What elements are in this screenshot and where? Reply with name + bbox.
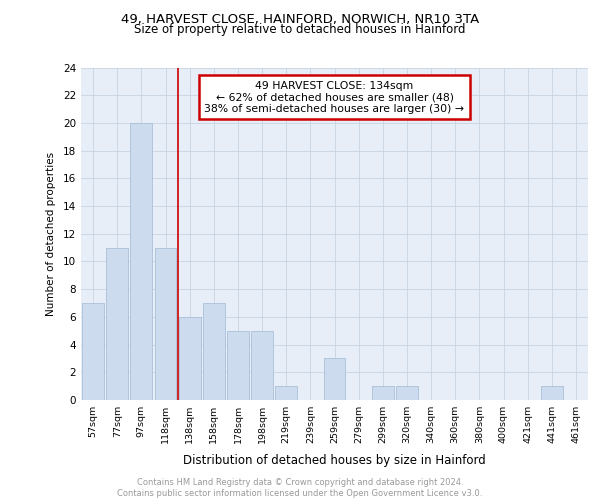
- Text: Contains HM Land Registry data © Crown copyright and database right 2024.
Contai: Contains HM Land Registry data © Crown c…: [118, 478, 482, 498]
- Text: Size of property relative to detached houses in Hainford: Size of property relative to detached ho…: [134, 22, 466, 36]
- Bar: [179, 317, 200, 400]
- Bar: [251, 330, 273, 400]
- Bar: [396, 386, 418, 400]
- Text: 49 HARVEST CLOSE: 134sqm
← 62% of detached houses are smaller (48)
38% of semi-d: 49 HARVEST CLOSE: 134sqm ← 62% of detach…: [205, 81, 464, 114]
- Bar: [275, 386, 297, 400]
- Y-axis label: Number of detached properties: Number of detached properties: [46, 152, 56, 316]
- Text: 49, HARVEST CLOSE, HAINFORD, NORWICH, NR10 3TA: 49, HARVEST CLOSE, HAINFORD, NORWICH, NR…: [121, 12, 479, 26]
- Bar: [155, 248, 176, 400]
- Bar: [227, 330, 249, 400]
- Bar: [323, 358, 346, 400]
- Bar: [372, 386, 394, 400]
- Bar: [82, 303, 104, 400]
- Bar: [203, 303, 224, 400]
- X-axis label: Distribution of detached houses by size in Hainford: Distribution of detached houses by size …: [183, 454, 486, 468]
- Bar: [541, 386, 563, 400]
- Bar: [106, 248, 128, 400]
- Bar: [130, 123, 152, 400]
